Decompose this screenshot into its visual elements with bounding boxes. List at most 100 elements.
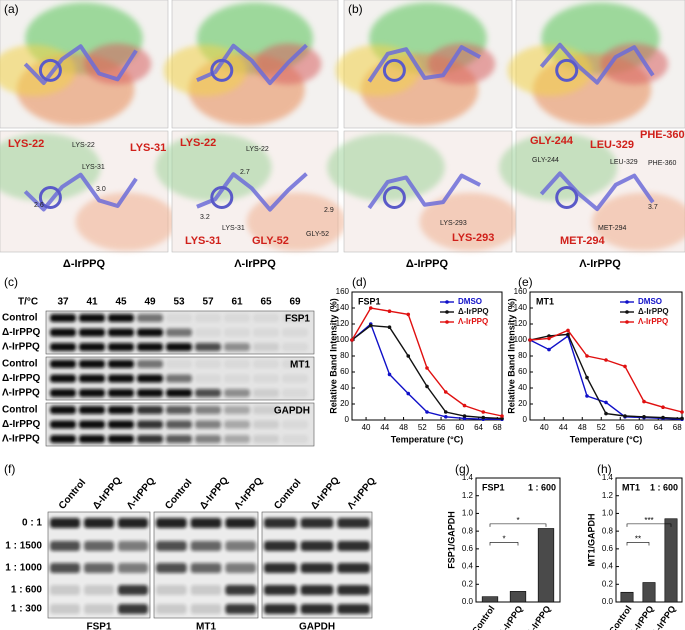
x-tick-label: 44 [559,423,568,432]
blot-band [282,314,308,322]
blot-band [79,328,105,337]
data-point [661,415,665,420]
column-label: Δ-IrPPQ [309,475,342,512]
blot-band [264,585,297,595]
blot-band [108,374,134,383]
data-point [443,415,448,419]
docking-caption: Λ-IrPPQ [579,258,621,270]
residue-label: LYS-31 [130,142,166,154]
blot-band [108,343,134,351]
row-label: Control [2,359,38,370]
y-tick-label: 100 [336,335,350,344]
data-point [406,354,411,358]
blot-band [253,314,279,322]
blot-band [224,360,250,368]
blot-band [137,420,163,429]
residue-label: PHE-360 [640,129,685,141]
blot-band [195,314,221,322]
panel-label: (c) [4,275,18,289]
blot-band [225,604,256,614]
blot-band [118,563,148,573]
data-point [585,375,589,380]
y-tick-label: 140 [336,303,350,312]
y-tick-label: 0.0 [462,597,474,606]
x-tick-label: 52 [597,423,606,432]
blot-band [224,328,250,337]
surface-blob [419,192,521,251]
blot-band [264,518,297,528]
docking-image [0,0,169,129]
blot-band [156,585,187,595]
column-label: Δ-IrPPQ [198,475,231,512]
blot-band [108,328,134,337]
y-tick-label: 0.0 [602,597,614,606]
residue-tag: LYS-293 [440,220,467,227]
row-label: Control [2,405,38,416]
x-tick-label: 68 [673,423,682,432]
data-point [642,399,646,404]
blot-band [264,541,297,551]
y-tick-label: 0.4 [462,562,474,571]
residue-tag: LEU-329 [610,159,638,166]
blot-band [166,328,192,337]
legend-label: Δ-IrPPQ [458,307,489,316]
docking-image [163,0,339,129]
y-tick-label: 1.0 [462,509,474,518]
column-label: Control [272,477,303,511]
chart-title: MT1 [622,482,640,492]
docking-image [507,0,685,129]
panel-label: (g) [455,462,470,476]
y-axis-label: FSP1/GAPDH [446,511,456,569]
data-point [481,415,486,420]
data-point [368,323,373,328]
data-point [443,410,448,414]
blot-band [137,435,163,443]
blot-band [108,360,134,368]
y-tick-label: 20 [518,399,527,408]
column-label: Λ-IrPPQ [233,475,266,511]
significance-label: *** [644,516,653,525]
temperature-label: 61 [231,297,243,308]
protein-label: GAPDH [274,406,310,417]
blot-band [79,420,105,429]
blot-band [190,604,222,614]
ligand-stick [23,172,138,212]
protein-label: MT1 [290,360,310,371]
blot-band [253,360,279,368]
data-point [585,394,589,398]
data-point [661,405,665,410]
blot-band [137,343,163,351]
y-tick-label: 120 [336,319,350,328]
y-tick-label: 120 [514,319,528,328]
docking-image [327,130,521,253]
temperature-label: 41 [86,297,98,308]
data-point [406,391,411,396]
y-tick-label: 140 [514,303,528,312]
protein-label: FSP1 [285,314,310,325]
blot-band [224,314,250,322]
docking-panels: Δ-IrPPQ Λ-IrPPQ Δ-IrPPQ Λ-IrPPQ LYS-22 LYS-22… [0,0,685,270]
series-line [529,329,683,413]
temperature-label: 57 [202,297,214,308]
column-label: Control [163,477,194,511]
surface-blob [163,44,247,96]
blot-band [50,389,76,397]
blot-band [50,435,76,443]
y-tick-label: 1.0 [602,509,614,518]
docking-image [155,130,347,253]
bar [509,591,527,603]
y-axis-label: Relative Band Intensity (%) [506,298,516,414]
blot-band [79,360,105,368]
blot-band [253,374,279,383]
column-label: Λ-IrPPQ [125,475,158,511]
residue-tag: LYS-22 [246,146,269,153]
ratio-label: 1 : 300 [11,604,43,615]
data-point [566,332,570,337]
y-tick-label: 0.2 [462,579,474,588]
data-point [680,416,684,421]
blot-band [264,563,297,573]
blot-band [166,406,192,414]
docking-caption: Λ-IrPPQ [234,258,276,270]
residue-label: LYS-293 [452,232,494,244]
blot-band [50,541,80,551]
